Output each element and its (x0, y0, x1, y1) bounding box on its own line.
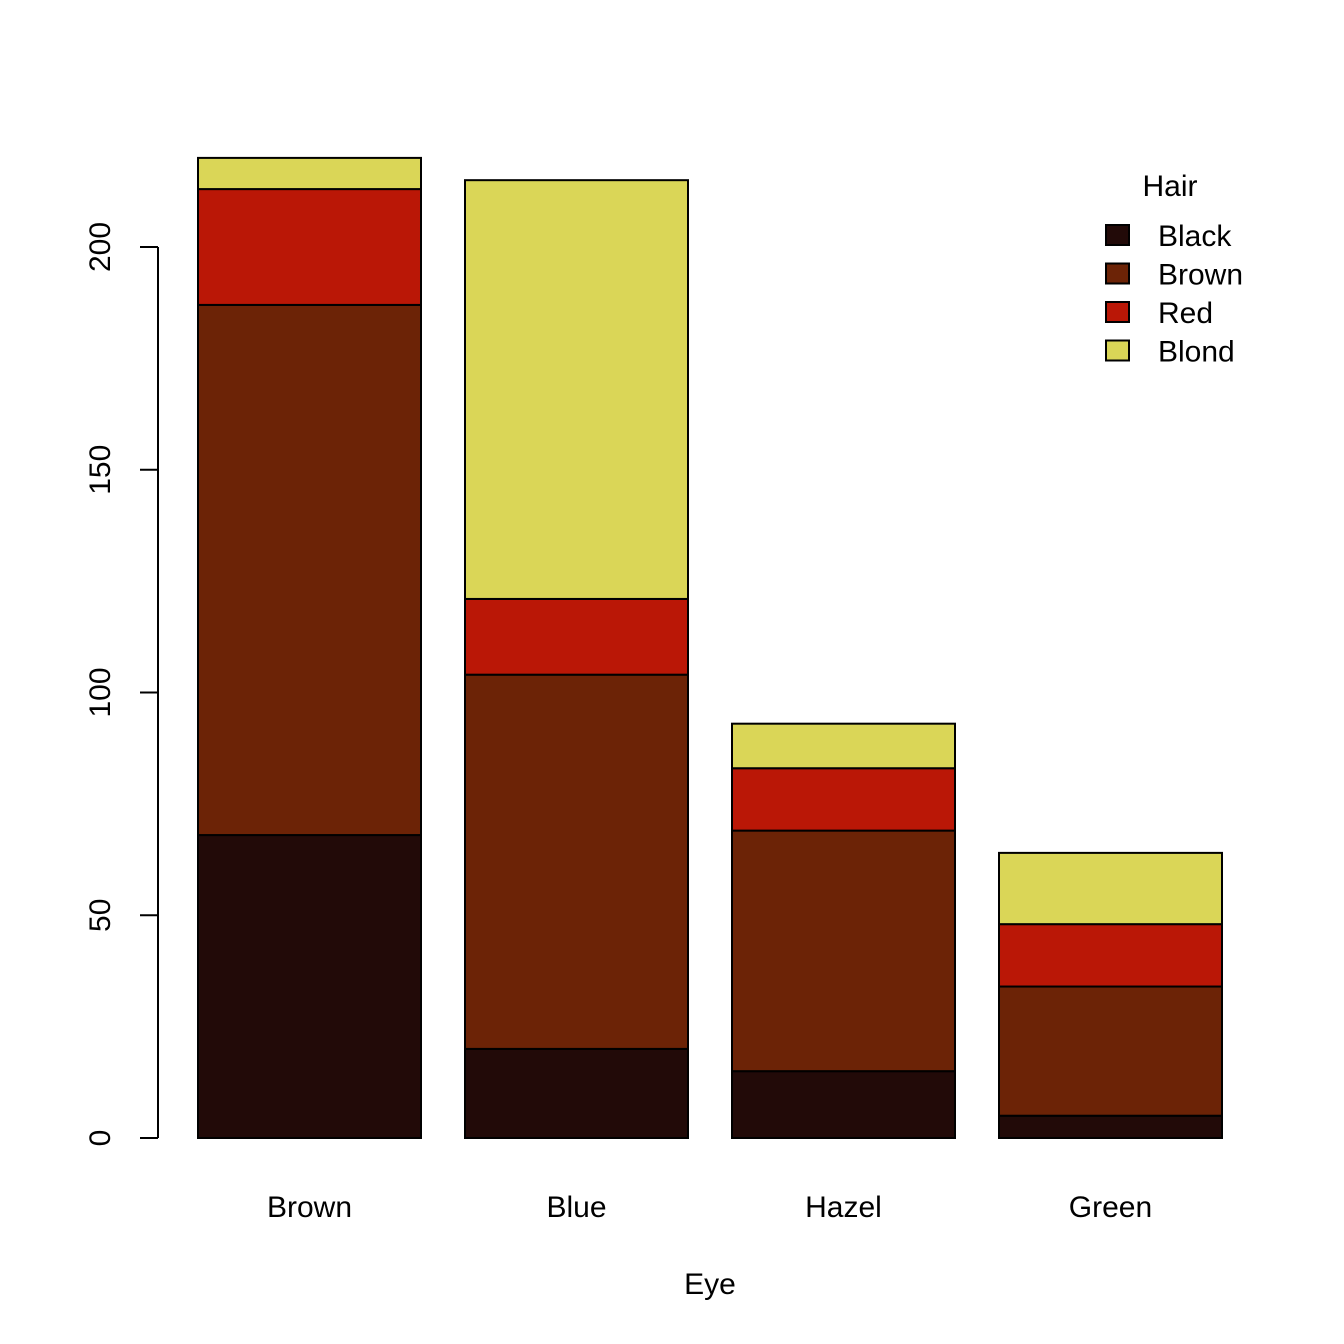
x-tick-label: Green (1069, 1191, 1152, 1224)
legend-label-black: Black (1158, 220, 1232, 253)
bar-segment-hazel-brown (731, 829, 956, 1073)
bar-segment-brown-blond (197, 156, 422, 191)
bar-segment-hazel-blond (731, 722, 956, 770)
x-tick-label: Brown (267, 1191, 352, 1224)
y-tick-label: 100 (84, 667, 117, 717)
bar-segment-green-black (998, 1114, 1223, 1139)
legend-swatch-red (1105, 301, 1130, 323)
x-axis-labels: Brown Blue Hazel Green (267, 1191, 1152, 1224)
bar-segment-blue-red (464, 597, 689, 676)
legend-swatch-brown (1105, 262, 1130, 285)
x-axis-title: Eye (684, 1268, 736, 1301)
x-tick-label: Blue (546, 1191, 606, 1224)
bars (197, 156, 1223, 1140)
legend-swatch-black (1105, 224, 1130, 246)
x-tick-label: Hazel (805, 1191, 882, 1224)
bar-segment-hazel-black (731, 1070, 956, 1140)
bar-segment-brown-brown (197, 303, 422, 837)
legend-swatch-blond (1105, 339, 1130, 362)
bar-segment-brown-red (197, 188, 422, 306)
bar-segment-blue-brown (464, 673, 689, 1050)
y-axis: 0 50 100 150 200 (84, 222, 159, 1147)
bar-segment-green-blond (998, 851, 1223, 926)
bar-segment-blue-black (464, 1047, 689, 1140)
bar-segment-hazel-red (731, 767, 956, 832)
bar-segment-green-red (998, 923, 1223, 988)
legend-label-blond: Blond (1158, 336, 1235, 369)
bar-segment-green-brown (998, 985, 1223, 1117)
bar-segment-blue-blond (464, 179, 689, 600)
legend-label-brown: Brown (1158, 259, 1243, 292)
y-tick-label: 200 (84, 222, 117, 272)
legend-label-red: Red (1158, 297, 1213, 330)
y-tick-label: 50 (84, 899, 117, 932)
bar-segment-brown-black (197, 834, 422, 1139)
legend: Hair Black Brown Red Blond (1105, 170, 1243, 369)
y-tick-label: 0 (84, 1130, 117, 1147)
y-tick-label: 150 (84, 445, 117, 495)
legend-title: Hair (1142, 170, 1197, 203)
